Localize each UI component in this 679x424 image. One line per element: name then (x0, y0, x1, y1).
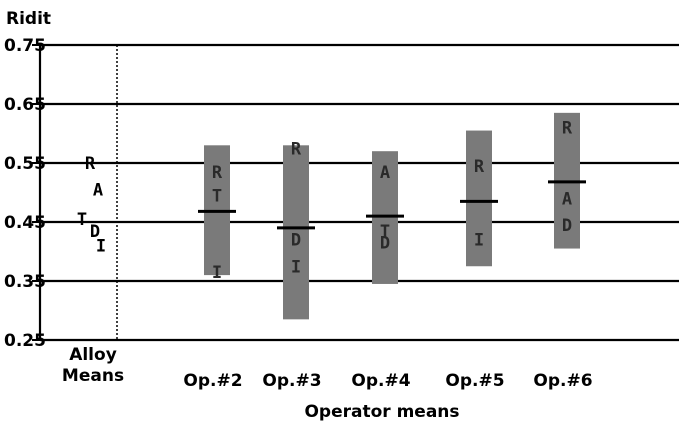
x-category-label: Op.#6 (533, 371, 592, 391)
x-category-labels: Op.#2 Op.#3 Op.#4 Op.#5 Op.#6 (183, 371, 592, 391)
operator-letter-D: D (562, 216, 572, 236)
operator-letter-R: R (291, 139, 302, 159)
y-tick-labels: 0.75 0.65 0.55 0.45 0.35 0.25 (4, 36, 46, 351)
operator-letter-D: D (291, 231, 301, 251)
operator-bar-5 (466, 130, 492, 267)
alloy-mean-letter-I: I (96, 237, 106, 257)
operator-letter-T: T (380, 222, 390, 242)
alloy-mean-letter-T: T (77, 210, 87, 230)
x-category-label: Op.#3 (262, 371, 321, 391)
operator-letter-T: T (212, 186, 222, 206)
alloy-mean-letter-A: A (93, 181, 103, 201)
x-category-label: Op.#5 (445, 371, 504, 391)
operator-letter-I: I (291, 257, 301, 277)
y-tick-label: 0.35 (4, 272, 46, 292)
operator-letter-A: A (380, 163, 390, 183)
operator-letter-I: I (212, 263, 222, 283)
operator-letter-I: I (474, 231, 484, 251)
y-tick-label: 0.25 (4, 331, 46, 351)
alloy-mean-letter-R: R (85, 154, 96, 174)
x-category-label: Op.#4 (351, 371, 410, 391)
alloy-mean-letter-D: D (90, 222, 100, 242)
y-tick-label: 0.75 (4, 36, 46, 56)
gridlines (32, 43, 679, 342)
operator-letter-R: R (562, 119, 573, 139)
x-category-label: Op.#2 (183, 371, 242, 391)
y-tick-label: 0.45 (4, 213, 46, 233)
operator-bar-3 (283, 145, 309, 320)
operator-letter-A: A (562, 189, 572, 209)
alloy-label-line2: Means (62, 366, 124, 386)
x-axis-title: Operator means (304, 402, 459, 422)
y-tick-label: 0.55 (4, 154, 46, 174)
y-axis-title: Ridit (6, 9, 51, 29)
alloy-label-line1: Alloy (69, 345, 117, 365)
y-tick-label: 0.65 (4, 95, 46, 115)
operator-letter-R: R (212, 163, 223, 183)
operator-letter-R: R (474, 157, 485, 177)
operator-letter-D: D (380, 234, 390, 254)
